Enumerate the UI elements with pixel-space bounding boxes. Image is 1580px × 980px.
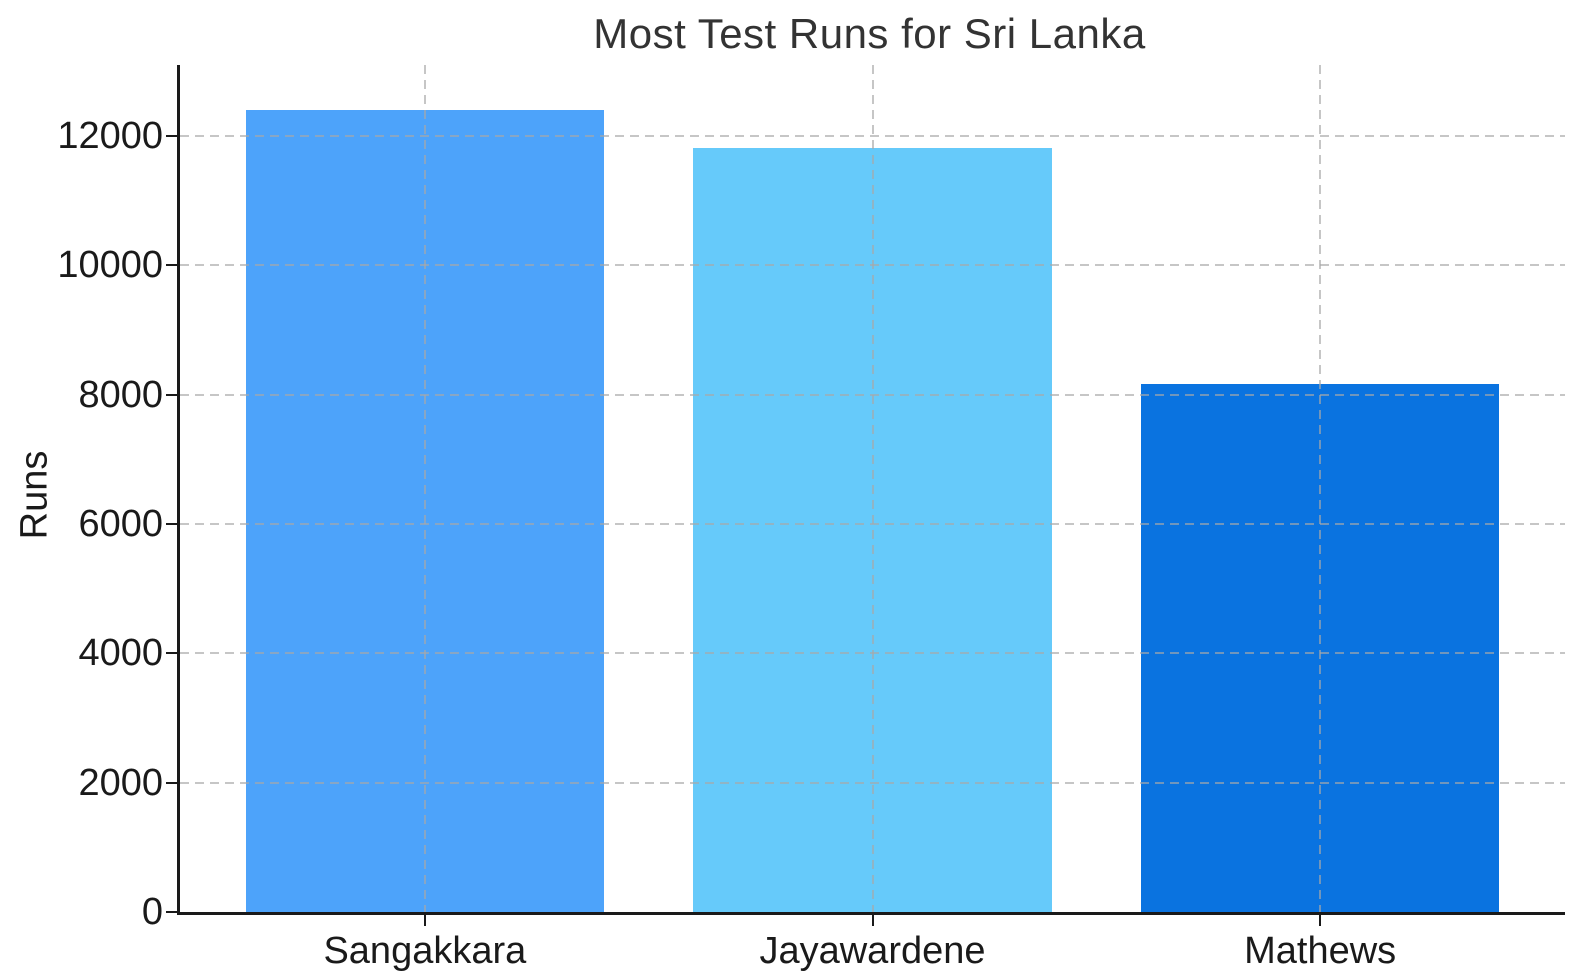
- y-tick-mark-12000: [166, 135, 177, 138]
- y-tick-label-2000: 2000: [78, 761, 163, 804]
- y-tick-mark-0: [166, 911, 177, 913]
- y-tick-mark-4000: [166, 652, 177, 655]
- x-tick-label-jayawardene: Jayawardene: [759, 930, 986, 972]
- y-tick-mark-6000: [166, 523, 177, 526]
- y-tick-mark-8000: [166, 393, 177, 396]
- y-tick-mark-10000: [166, 264, 177, 267]
- y-tick-label-10000: 10000: [57, 244, 163, 287]
- y-tick-mark-2000: [166, 781, 177, 784]
- y-tick-label-6000: 6000: [78, 503, 163, 546]
- bar-jayawardene: [693, 148, 1052, 912]
- x-tick-mark-jayawardene: [871, 915, 874, 926]
- plot-area: 0 2000 4000 6000 8000 10000 12000 Sangakkara Ja…: [57, 65, 1565, 972]
- y-tick-label-12000: 12000: [57, 115, 163, 158]
- x-tick-mark-mathews: [1319, 915, 1322, 926]
- x-tick-mark-sangakkara: [423, 915, 426, 926]
- x-tick-label-sangakkara: Sangakkara: [323, 930, 527, 972]
- x-tick-label-mathews: Mathews: [1244, 930, 1397, 972]
- y-tick-label-0: 0: [141, 891, 163, 933]
- y-tick-label-4000: 4000: [78, 632, 163, 675]
- bar-mathews: [1141, 383, 1500, 912]
- chart-title: Most Test Runs for Sri Lanka: [593, 10, 1146, 57]
- y-tick-label-8000: 8000: [78, 373, 163, 416]
- bar-sangakkara: [245, 110, 604, 912]
